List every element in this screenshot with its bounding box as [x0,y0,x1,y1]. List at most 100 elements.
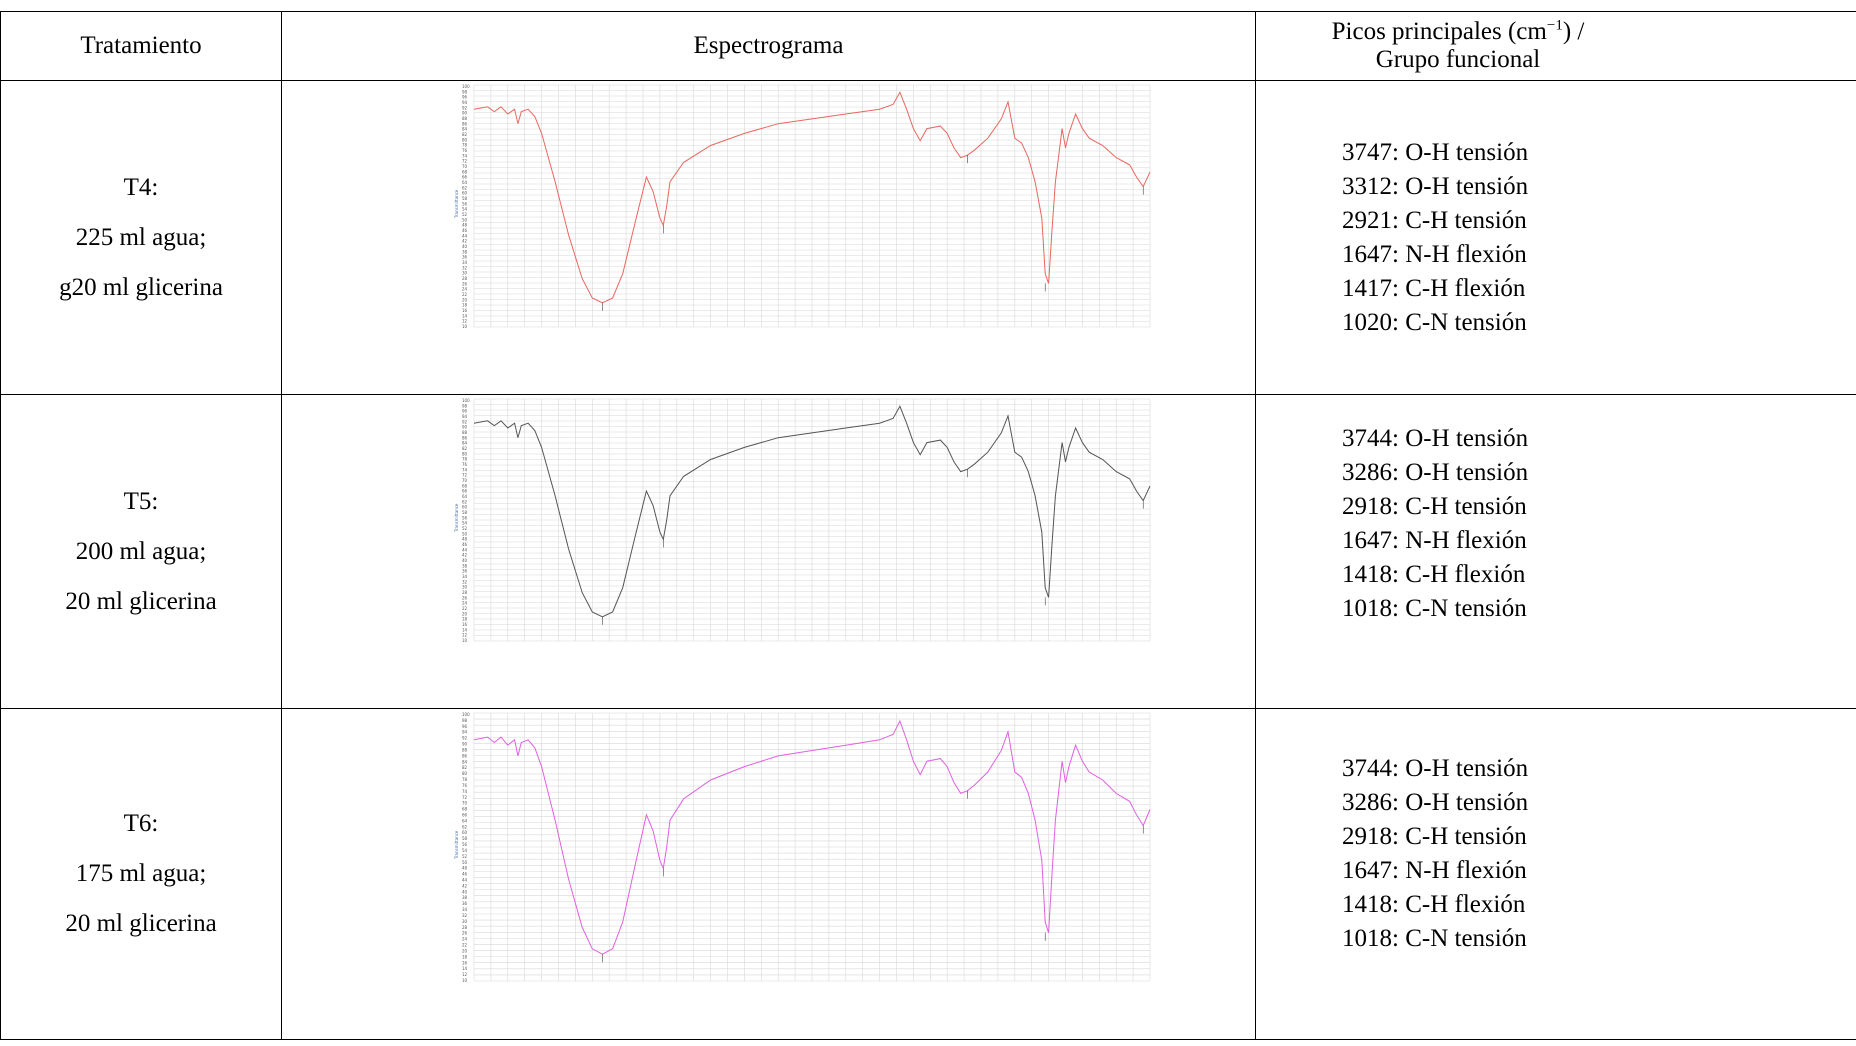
header-picos-a: Picos principales (cm [1331,18,1547,45]
row-t5: T5: 200 ml agua; 20 ml glicerina 100 98 96… [0,394,1856,709]
y-tick-label: 88 [462,116,468,121]
y-tick-label: 60 [462,191,468,196]
y-tick-label: 52 [462,526,468,531]
y-tick-label: 44 [462,878,468,883]
peak-entry: 2921: C-H tensión [1342,206,1527,234]
spectrum-line [473,719,1151,955]
peak-entry: 1647: N-H flexión [1342,857,1527,884]
y-tick-label: 72 [462,159,468,164]
y-tick-label: 16 [462,960,468,965]
y-tick-label: 86 [462,121,468,126]
y-tick-label: 34 [462,260,468,265]
peak-entry: 2918: C-H tensión [1342,492,1527,520]
peak-entry: 2918: C-H tensión [1342,823,1527,850]
y-tick-label: 32 [462,913,468,918]
y-tick-label: 68 [462,807,468,812]
y-tick-label: 20 [462,611,468,616]
y-tick-label: 16 [462,308,468,313]
y-tick-label: 90 [462,425,468,430]
y-tick-label: 50 [462,860,468,865]
treatment-cell: T4: 225 ml agua; g20 ml glicerina [0,80,282,395]
y-tick-label: 52 [462,854,468,859]
y-tick-label: 44 [462,547,468,552]
treatment-label: T5: [123,487,159,515]
y-tick-label: 46 [462,228,468,233]
spectrogram-cell: 100 98 96 94 92 90 88 86 84 82 80 78 76 74 72 70 68 66 64 6… [281,394,1256,709]
y-tick-label: 80 [462,137,468,142]
y-tick-label: 90 [462,111,468,116]
y-tick-label: 96 [462,95,468,100]
y-tick-label: 22 [462,606,468,611]
peaks-list: 3744: O-H tensión 3286: O-H tensión 2918: … [1342,752,1856,956]
y-tick-label: 22 [462,292,468,297]
spectrogram-cell: 100 98 96 94 92 90 88 86 84 82 80 78 76 74 72 70 68 66 64 6… [281,80,1256,395]
y-tick-label: 74 [462,789,468,794]
y-tick-label: 66 [462,489,468,494]
peak-entry: 1647: N-H flexión [1342,240,1527,268]
peak-entry: 3286: O-H tensión [1342,458,1529,486]
peak-entry: 1018: C-N tensión [1342,594,1527,622]
y-tick-label: 10 [462,324,468,329]
treatment-water: 175 ml agua; [75,860,207,887]
y-tick-label: 82 [462,446,468,451]
y-tick-label: 14 [462,627,468,632]
y-tick-label: 48 [462,866,468,871]
y-tick-label: 42 [462,239,468,244]
peak-entry: 1417: C-H flexión [1342,274,1526,302]
y-tick-label: 48 [462,223,468,228]
y-tick-label: 72 [462,473,468,478]
y-tick-label: 62 [462,824,468,829]
treatment-water: 200 ml agua; [75,537,207,565]
y-tick-label: 84 [462,759,468,764]
y-axis-label: Transmittance [454,189,459,219]
y-tick-label: 60 [462,830,468,835]
treatment-label: T6: [123,810,159,837]
y-tick-label: 26 [462,281,468,286]
peak-entry: 1018: C-N tensión [1342,925,1527,952]
y-tick-label: 56 [462,515,468,520]
treatment-glycerin: 20 ml glicerina [65,910,217,937]
y-tick-label: 98 [462,403,468,408]
y-tick-label: 64 [462,494,468,499]
peaks-cell: 3744: O-H tensión 3286: O-H tensión 2918: … [1255,394,1856,709]
y-tick-label: 42 [462,553,468,558]
header-picos: Picos principales (cm−1) / Grupo funcion… [1255,11,1856,81]
y-tick-label: 100 [462,84,470,89]
y-tick-label: 66 [462,175,468,180]
y-tick-label: 52 [462,212,468,217]
header-picos-c: Grupo funcional [1375,46,1541,73]
y-tick-label: 34 [462,574,468,579]
header-espectrograma: Espectrograma [281,11,1256,81]
y-tick-label: 78 [462,457,468,462]
y-tick-label: 78 [462,777,468,782]
peak-entry: 3744: O-H tensión [1342,755,1529,782]
y-tick-label: 24 [462,937,468,942]
y-tick-label: 28 [462,276,468,281]
peaks-cell: 3747: O-H tensión 3312: O-H tensión 2921: … [1255,80,1856,395]
y-tick-label: 20 [462,297,468,302]
y-tick-label: 94 [462,414,468,419]
y-tick-label: 40 [462,889,468,894]
y-tick-label: 30 [462,271,468,276]
row-t4: T4: 225 ml agua; g20 ml glicerina 100 98 9… [0,80,1856,395]
y-tick-label: 80 [462,771,468,776]
y-tick-label: 48 [462,537,468,542]
y-tick-label: 74 [462,153,468,158]
treatment-cell: T5: 200 ml agua; 20 ml glicerina [0,394,282,709]
y-tick-label: 56 [462,201,468,206]
y-tick-label: 58 [462,196,468,201]
y-tick-label: 14 [462,966,468,971]
y-tick-label: 36 [462,569,468,574]
spectrogram-t6: 1009896949290888684828078767472706866646… [454,712,1151,983]
y-tick-label: 32 [462,265,468,270]
y-tick-label: 76 [462,783,468,788]
y-tick-label: 70 [462,164,468,169]
y-tick-label: 50 [462,217,468,222]
y-tick-label: 96 [462,724,468,729]
y-tick-label: 72 [462,795,468,800]
y-tick-label: 98 [462,718,468,723]
y-tick-label: 80 [462,451,468,456]
y-axis-label: Transmittance [454,503,459,533]
y-axis-label: Transmittance [454,830,459,860]
y-tick-label: 32 [462,579,468,584]
